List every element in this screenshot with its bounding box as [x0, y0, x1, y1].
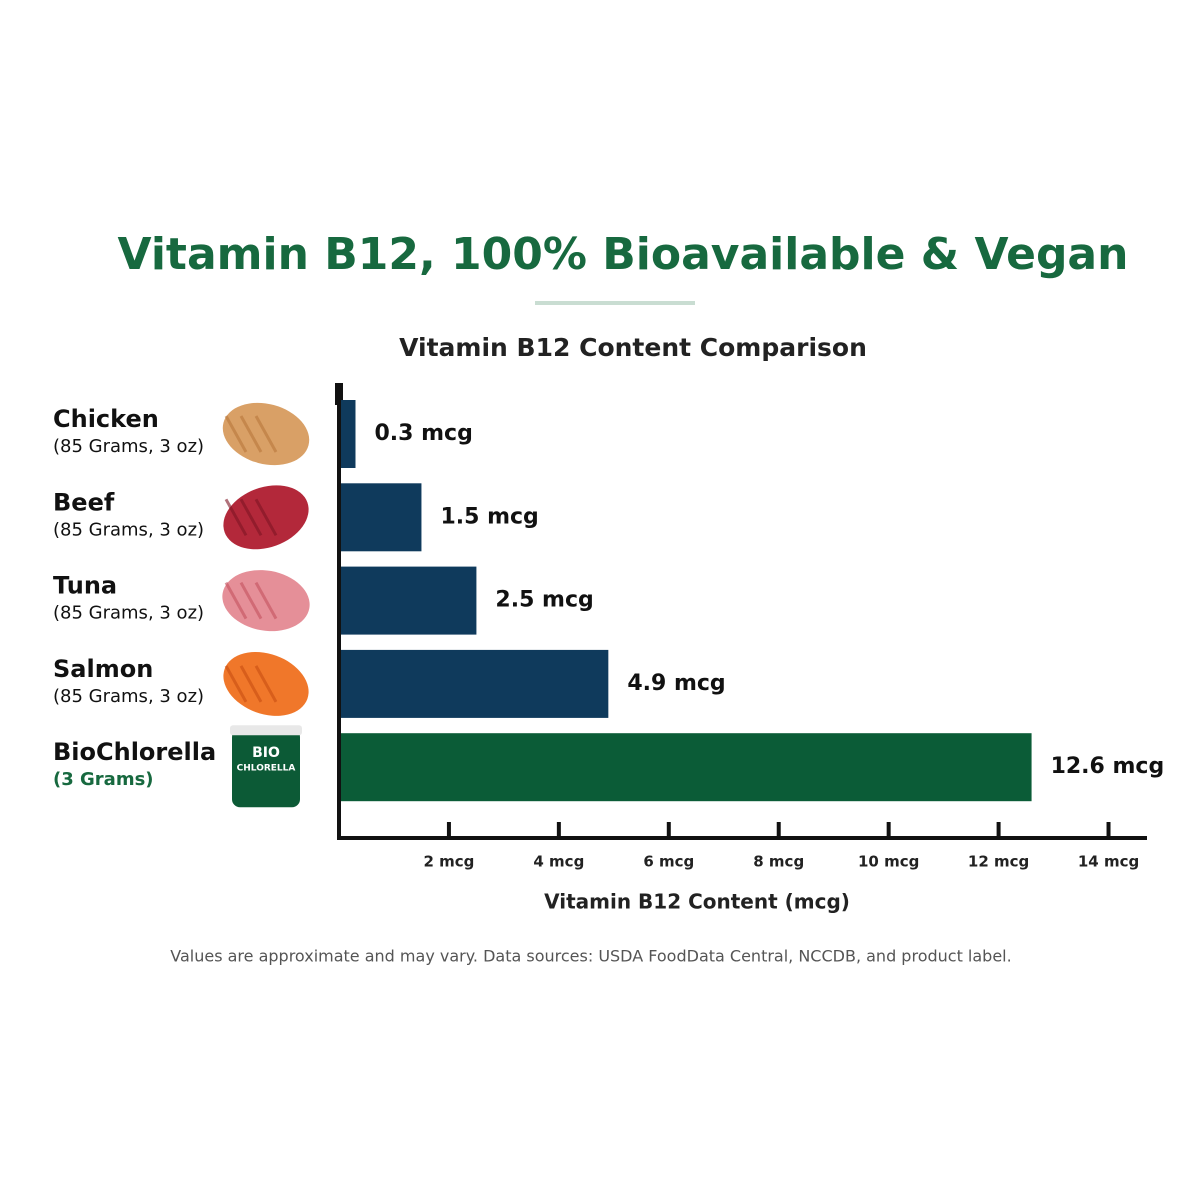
jar-lid: [230, 725, 302, 736]
category-sublabel: (3 Grams): [53, 769, 154, 790]
food-texture: [224, 581, 248, 620]
category-sublabel: (85 Grams, 3 oz): [53, 519, 204, 540]
food-texture: [254, 581, 278, 620]
category-label: Chicken: [53, 405, 159, 433]
category-label: BioChlorella: [53, 738, 216, 766]
x-tick-label: 8 mcg: [753, 853, 804, 871]
food-texture: [254, 498, 278, 537]
bar: [341, 649, 609, 718]
food-texture: [239, 581, 263, 620]
food-texture: [239, 415, 263, 453]
value-label: 12.6 mcg: [1051, 754, 1165, 779]
category-label: Beef: [53, 488, 115, 516]
value-label: 4.9 mcg: [627, 671, 725, 696]
bar: [341, 733, 1032, 802]
value-label: 0.3 mcg: [374, 421, 472, 446]
bar: [341, 566, 477, 635]
food-texture: [239, 498, 263, 537]
food-texture: [254, 415, 278, 453]
x-tick-label: 4 mcg: [533, 853, 584, 871]
food-texture: [254, 665, 278, 703]
category-sublabel: (85 Grams, 3 oz): [53, 686, 204, 707]
category-label: Tuna: [53, 572, 117, 600]
jar-label: CHLORELLA: [237, 764, 296, 774]
x-tick-label: 6 mcg: [643, 853, 694, 871]
value-label: 1.5 mcg: [440, 504, 538, 529]
jar-label: BIO: [252, 745, 280, 761]
food-texture: [224, 415, 248, 453]
food-image: [223, 651, 309, 716]
x-tick-label: 2 mcg: [423, 853, 474, 871]
bar: [341, 400, 356, 468]
page-title: Vitamin B12, 100% Bioavailable & Vegan: [118, 229, 1129, 280]
food-image: [222, 402, 310, 466]
food-image: [222, 570, 310, 632]
category-sublabel: (85 Grams, 3 oz): [53, 436, 204, 457]
x-axis-label: Vitamin B12 Content (mcg): [544, 890, 850, 914]
y-axis-cap: [335, 383, 343, 405]
x-tick-label: 14 mcg: [1078, 853, 1139, 871]
category-sublabel: (85 Grams, 3 oz): [53, 603, 204, 624]
food-texture: [239, 665, 263, 703]
x-tick-label: 10 mcg: [858, 853, 919, 871]
food-texture: [224, 498, 248, 537]
category-label: Salmon: [53, 655, 153, 683]
food-image: [223, 485, 309, 550]
value-label: 2.5 mcg: [495, 588, 593, 613]
chart-title: Vitamin B12 Content Comparison: [399, 333, 867, 362]
bar: [341, 483, 422, 552]
food-image: BIO CHLORELLA: [230, 725, 302, 808]
jar: [232, 729, 300, 808]
footnote: Values are approximate and may vary. Dat…: [170, 947, 1011, 966]
x-tick-label: 12 mcg: [968, 853, 1029, 871]
food-texture: [224, 665, 248, 703]
